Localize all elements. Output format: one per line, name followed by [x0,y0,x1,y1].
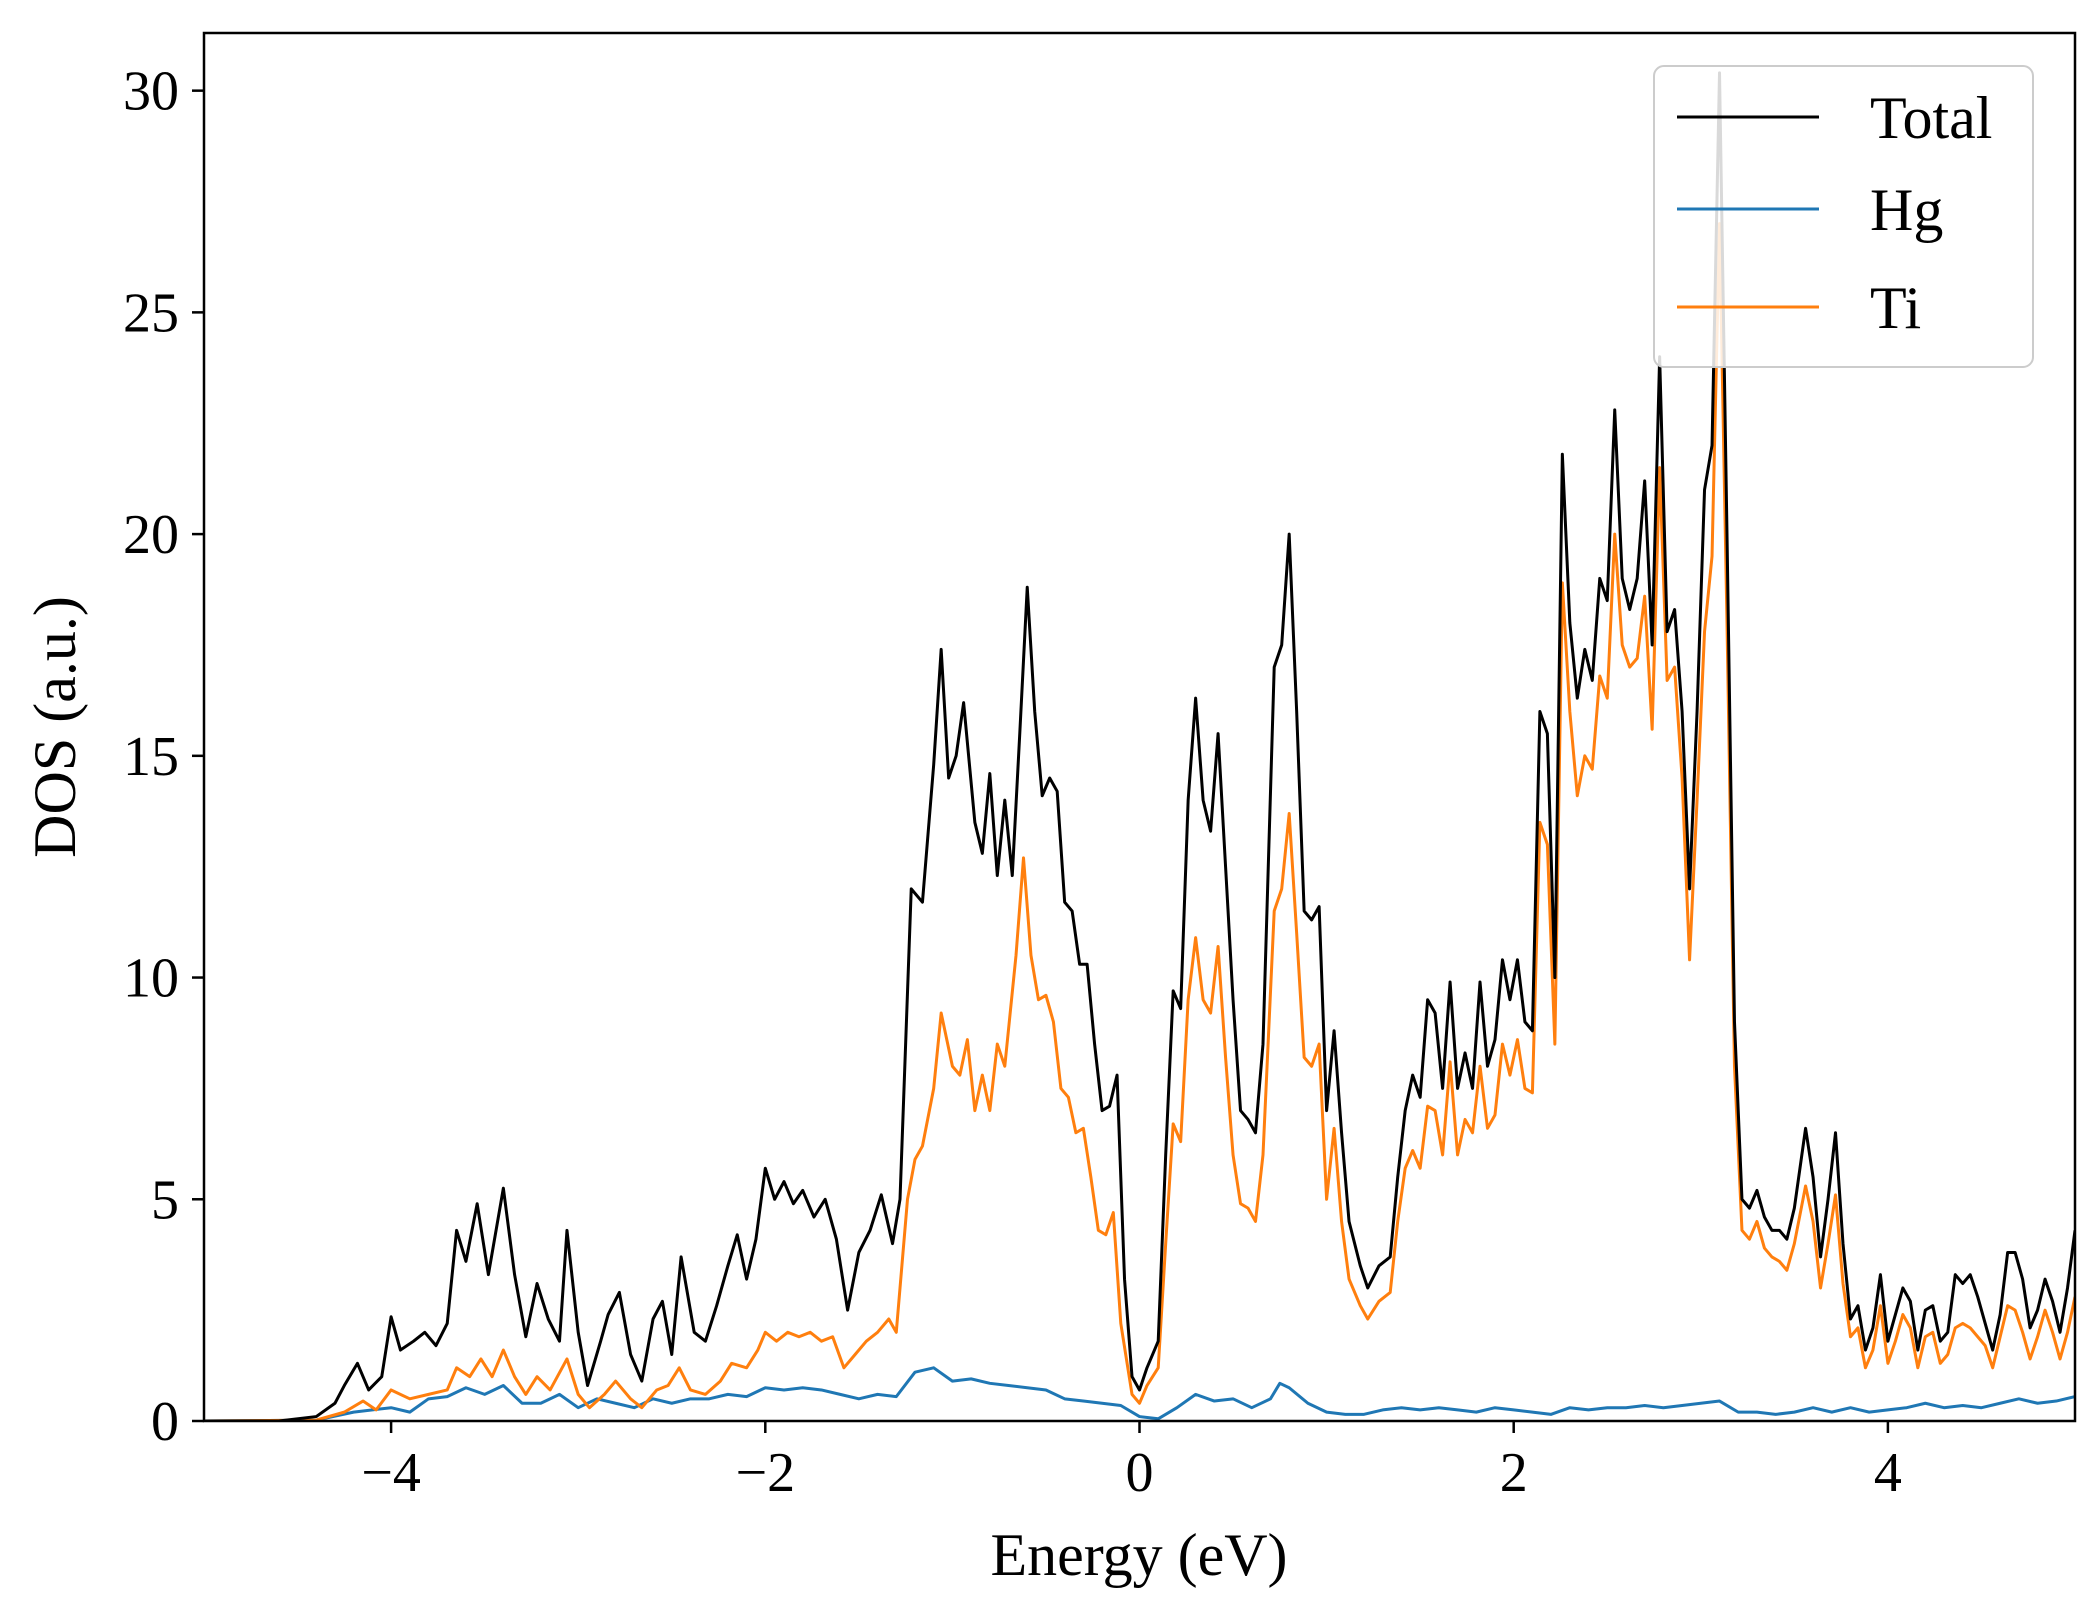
x-tick-label: −4 [361,1442,421,1504]
legend-label-total: Total [1870,85,1992,151]
y-tick-label: 30 [123,61,179,123]
legend-box [1653,65,2034,368]
x-tick-label: 2 [1500,1442,1528,1504]
y-axis-label: DOS (a.u.) [22,596,88,858]
y-tick-label: 20 [123,504,179,566]
x-tick-label: 4 [1874,1442,1902,1504]
legend: Total Hg Ti [1653,65,2034,368]
series-line-ti [204,222,2075,1421]
y-axis: 0 5 10 15 20 25 30 [123,61,204,1453]
series-line-total [204,71,2075,1421]
y-tick-label: 15 [123,726,179,788]
x-tick-label: 0 [1126,1442,1154,1504]
x-tick-label: −2 [736,1442,796,1504]
x-axis-label: Energy (eV) [990,1522,1287,1588]
y-tick-label: 5 [151,1169,179,1231]
legend-label-ti: Ti [1870,275,1921,341]
y-tick-label: 25 [123,282,179,344]
y-tick-label: 0 [151,1391,179,1453]
series-line-hg [204,1366,2075,1421]
x-axis: −4 −2 0 2 4 [361,1421,1902,1504]
legend-label-hg: Hg [1870,177,1943,243]
y-tick-label: 10 [123,948,179,1010]
series-layer [204,71,2075,1421]
